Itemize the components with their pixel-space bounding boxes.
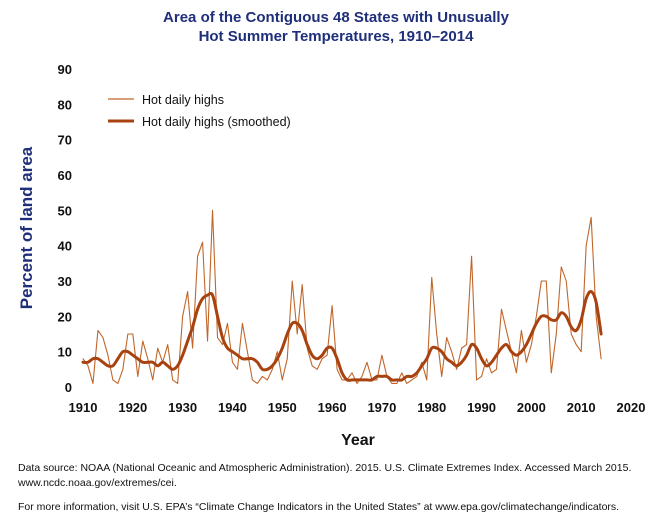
series-line-hot-daily-highs [82, 209, 602, 385]
x-tick-label: 1910 [69, 400, 98, 415]
x-tick-label: 1970 [367, 400, 396, 415]
y-tick-label: 10 [58, 345, 72, 360]
line-chart: 0 10 20 30 40 50 60 70 80 90 1910 1920 1930 1940 1950… [17, 62, 646, 449]
y-tick-label: 50 [58, 203, 72, 218]
x-tick-label: 1940 [218, 400, 247, 415]
legend: Hot daily highs Hot daily highs (smoothe… [108, 93, 291, 129]
x-tick-labels: 1910 1920 1930 1940 1950 1960 1970 1980 1990 2000… [69, 400, 646, 415]
y-tick-label: 20 [58, 309, 72, 324]
y-tick-label: 70 [58, 133, 72, 148]
x-tick-label: 1930 [168, 400, 197, 415]
x-tick-label: 1950 [268, 400, 297, 415]
x-axis-label: Year [341, 432, 375, 449]
x-tick-label: 2000 [517, 400, 546, 415]
chart-title-line-1: Area of the Contiguous 48 States with Un… [163, 9, 509, 26]
x-tick-label: 2020 [617, 400, 646, 415]
x-tick-label: 1980 [417, 400, 446, 415]
y-tick-label: 60 [58, 168, 72, 183]
series-line-hot-daily-highs-smoothed [81, 290, 603, 382]
y-tick-label: 30 [58, 274, 72, 289]
data-source-line-2: www.ncdc.noaa.gov/extremes/cei. [18, 477, 177, 489]
y-axis-label: Percent of land area [17, 146, 36, 309]
y-tick-label: 40 [58, 239, 72, 254]
x-tick-label: 2010 [567, 400, 596, 415]
legend-label-hot-daily-highs-smoothed: Hot daily highs (smoothed) [142, 115, 291, 129]
y-tick-label: 80 [58, 97, 72, 112]
x-tick-label: 1990 [467, 400, 496, 415]
chart-title-line-2: Hot Summer Temperatures, 1910–2014 [198, 28, 474, 45]
x-tick-label: 1920 [118, 400, 147, 415]
y-tick-label: 0 [65, 380, 72, 395]
more-info-line: For more information, visit U.S. EPA’s “… [18, 501, 620, 513]
series-lines [81, 209, 603, 385]
data-source-line-1: Data source: NOAA (National Oceanic and … [18, 462, 632, 474]
y-tick-labels: 0 10 20 30 40 50 60 70 80 90 [58, 62, 72, 395]
legend-label-hot-daily-highs: Hot daily highs [142, 93, 224, 107]
x-tick-label: 1960 [318, 400, 347, 415]
y-tick-label: 90 [58, 62, 72, 77]
